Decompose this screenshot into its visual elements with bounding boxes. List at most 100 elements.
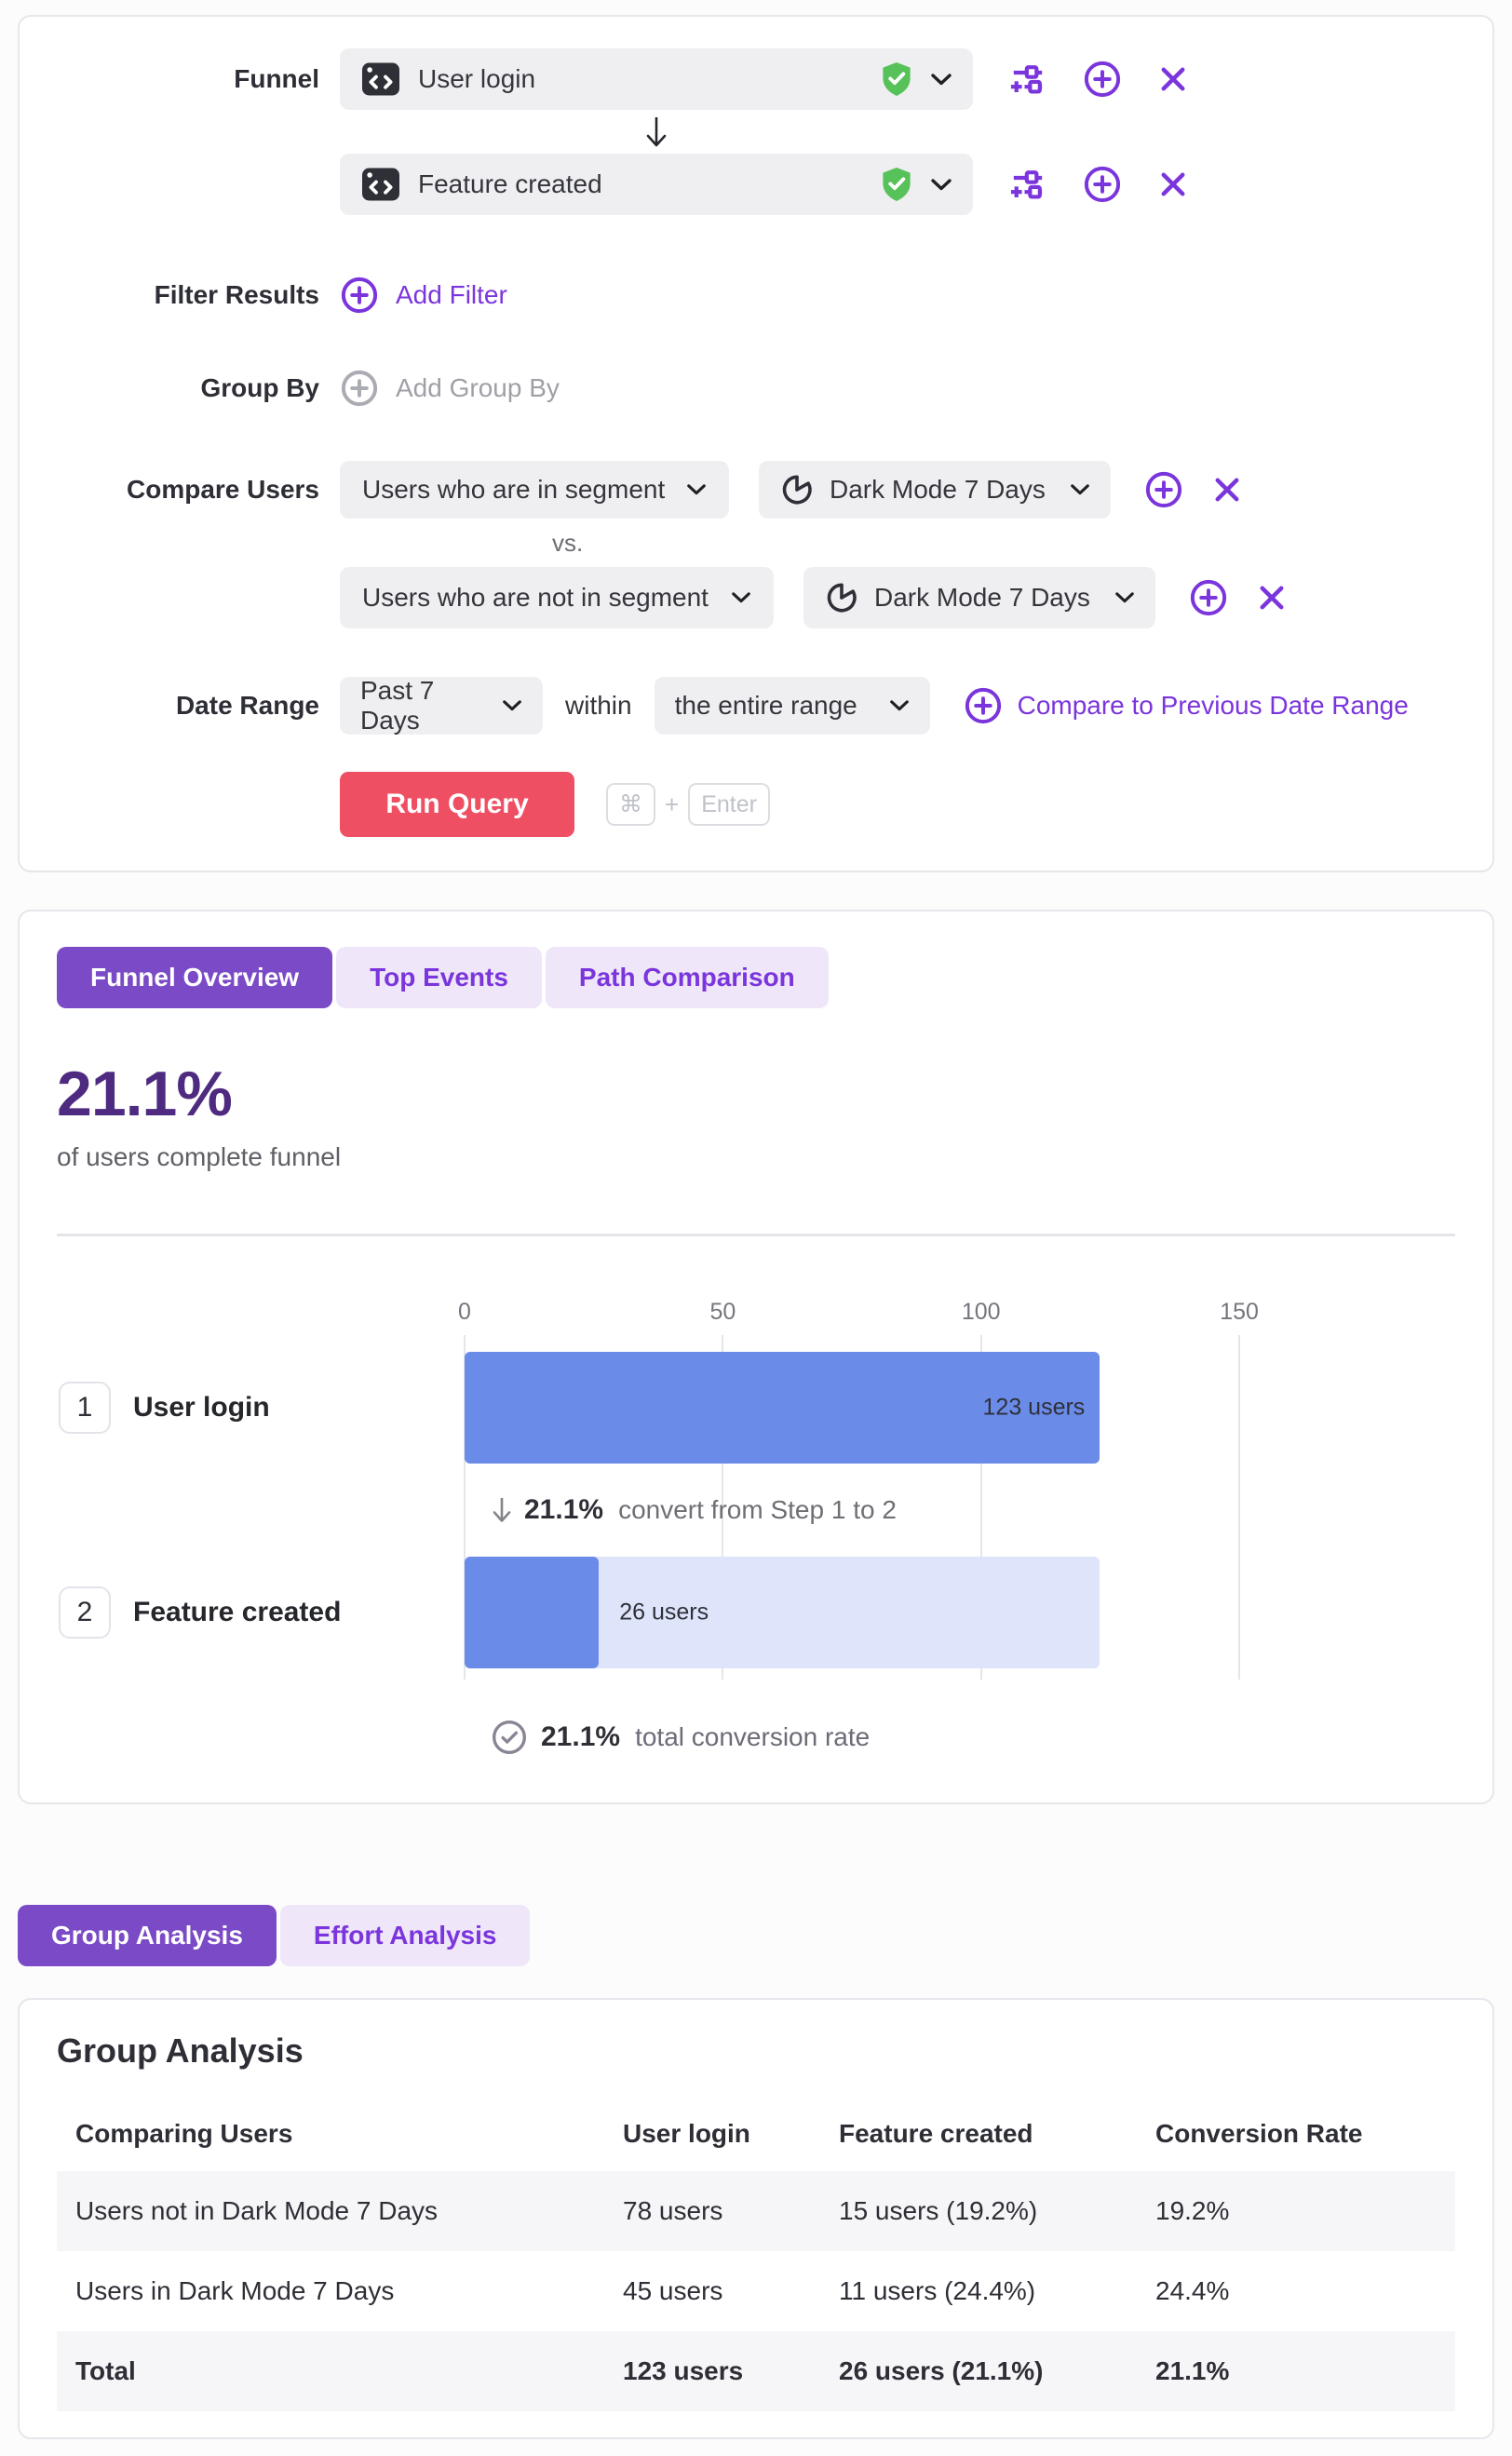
compare-users-controls: Users who are in segment Dark Mode 7 Day… <box>340 461 1455 628</box>
segment-select-2[interactable]: Dark Mode 7 Days <box>803 567 1155 628</box>
col-header: Comparing Users <box>75 2119 293 2148</box>
funnel-row: Funnel User login <box>57 48 1455 215</box>
segment-type-select-2[interactable]: Users who are not in segment <box>340 567 774 628</box>
tab-top-events[interactable]: Top Events <box>336 947 542 1008</box>
plus-circle-icon-disabled <box>340 369 379 408</box>
cell: 78 users <box>623 2196 723 2225</box>
segment-type-value: Users who are in segment <box>362 475 666 504</box>
group-analysis-title: Group Analysis <box>57 2031 304 2070</box>
vs-row: vs. <box>340 519 1455 567</box>
axis-tick: 0 <box>458 1299 471 1325</box>
table-header-row: Comparing Users User login Feature creat… <box>57 2097 1455 2171</box>
step-conversion-note: 21.1% convert from Step 1 to 2 <box>465 1464 1455 1557</box>
date-range-select[interactable]: Past 7 Days <box>340 676 543 735</box>
gridline <box>722 1335 724 1680</box>
table-total-row: Total 123 users 26 users (21.1%) 21.1% <box>57 2331 1455 2411</box>
step-filter-sliders-button[interactable] <box>1008 61 1047 98</box>
table-row: Users not in Dark Mode 7 Days 78 users 1… <box>57 2171 1455 2251</box>
compare-row-2: Users who are not in segment Dark Mode 7… <box>340 567 1455 628</box>
step-1-bar[interactable]: 123 users <box>465 1352 1100 1464</box>
step-name: Feature created <box>133 1597 342 1627</box>
funnel-overview-card: Funnel Overview Top Events Path Comparis… <box>18 910 1494 1804</box>
event-select-2[interactable]: Feature created <box>340 154 973 215</box>
date-range-controls: Past 7 Days within the entire range Comp… <box>340 676 1455 735</box>
compare-previous-link[interactable]: Compare to Previous Date Range <box>1017 691 1409 720</box>
compare-row-1: Users who are in segment Dark Mode 7 Day… <box>340 461 1455 519</box>
funnel-steps: User login <box>340 48 1455 215</box>
funnel-step-row-1: 1 User login 123 users <box>57 1352 1455 1464</box>
remove-step-x-button[interactable] <box>1157 63 1189 95</box>
add-group-by-label[interactable]: Add Group By <box>396 373 560 402</box>
add-step-plus-button[interactable] <box>1083 165 1122 204</box>
step-conversion-text: convert from Step 1 to 2 <box>618 1495 897 1524</box>
remove-step-x-button[interactable] <box>1157 169 1189 200</box>
cell: 19.2% <box>1155 2196 1230 2225</box>
vs-label: vs. <box>552 528 584 557</box>
down-arrow-icon <box>491 1495 513 1525</box>
add-step-plus-button[interactable] <box>1083 60 1122 99</box>
event-select-1[interactable]: User login <box>340 48 973 110</box>
remove-compare-x-button[interactable] <box>1256 582 1288 614</box>
add-compare-plus-button[interactable] <box>1144 470 1183 509</box>
cell: 45 users <box>623 2276 723 2305</box>
table-row: Users in Dark Mode 7 Days 45 users 11 us… <box>57 2251 1455 2331</box>
cell: 11 users (24.4%) <box>839 2276 1036 2305</box>
segment-pie-icon <box>779 472 815 507</box>
check-circle-icon <box>491 1719 528 1756</box>
filter-results-row: Filter Results Add Filter <box>57 265 1455 325</box>
date-range-label: Date Range <box>175 691 319 720</box>
segment-select-1[interactable]: Dark Mode 7 Days <box>759 461 1111 519</box>
compare-previous-plus-button[interactable] <box>964 686 1003 725</box>
within-label: within <box>565 691 632 720</box>
event-icon <box>360 61 401 98</box>
verified-shield-icon <box>880 166 913 203</box>
step-flow-arrow-row <box>340 110 973 154</box>
step-name: User login <box>133 1392 270 1423</box>
gridlines <box>464 1335 1446 1680</box>
total-conversion-pct: 21.1% <box>541 1721 621 1752</box>
run-query-button[interactable]: Run Query <box>340 772 574 837</box>
tab-effort-analysis[interactable]: Effort Analysis <box>279 1905 531 1966</box>
col-header: Conversion Rate <box>1155 2119 1363 2148</box>
filter-results-label: Filter Results <box>154 280 319 309</box>
add-filter-label[interactable]: Add Filter <box>396 280 507 309</box>
overview-tabs: Funnel Overview Top Events Path Comparis… <box>57 947 1455 1008</box>
tab-funnel-overview[interactable]: Funnel Overview <box>57 947 333 1008</box>
date-range-row: Date Range Past 7 Days within the entire… <box>57 676 1455 735</box>
chart-plot-area: 1 User login 123 users 21.1% convert fro… <box>57 1335 1455 1680</box>
group-by-label: Group By <box>200 373 319 402</box>
chevron-down-icon <box>930 178 952 192</box>
cmd-key: ⌘ <box>606 783 655 826</box>
chevron-down-icon <box>889 699 910 712</box>
step-filter-sliders-button[interactable] <box>1008 166 1047 203</box>
bar-value-label: 26 users <box>619 1599 709 1626</box>
group-analysis-table: Comparing Users User login Feature creat… <box>57 2097 1455 2411</box>
bar-area: 26 users <box>465 1557 1446 1668</box>
add-filter[interactable]: Add Filter <box>340 265 1455 325</box>
tab-group-analysis[interactable]: Group Analysis <box>18 1905 277 1966</box>
funnel-bar-chart: 0 50 100 150 1 User login 123 users <box>57 1270 1455 1756</box>
cell: Users not in Dark Mode 7 Days <box>75 2196 439 2225</box>
segment-type-select-1[interactable]: Users who are in segment <box>340 461 729 519</box>
compare-users-label: Compare Users <box>127 475 319 504</box>
date-window-select[interactable]: the entire range <box>654 677 930 735</box>
bar-value-label: 123 users <box>982 1394 1086 1421</box>
remove-compare-x-button[interactable] <box>1211 474 1243 506</box>
chevron-down-icon <box>1070 483 1090 496</box>
cell: 123 users <box>623 2356 744 2385</box>
add-compare-plus-button[interactable] <box>1189 578 1228 617</box>
step-number-badge: 2 <box>59 1586 111 1639</box>
divider <box>57 1234 1455 1236</box>
funnel-step-1: User login <box>340 48 1455 110</box>
tab-path-comparison[interactable]: Path Comparison <box>545 947 829 1008</box>
date-range-value: Past 7 Days <box>360 676 435 735</box>
step-conversion-row: 21.1% convert from Step 1 to 2 <box>57 1464 1455 1557</box>
col-header: Feature created <box>839 2119 1033 2148</box>
enter-key: Enter <box>688 783 770 826</box>
conversion-headline: 21.1% <box>57 1059 233 1129</box>
event-name: User login <box>418 64 536 93</box>
add-group-by[interactable]: Add Group By <box>340 358 1455 418</box>
step-2-bar[interactable] <box>465 1557 600 1668</box>
keyboard-shortcut-hint: ⌘ + Enter <box>606 783 770 826</box>
funnel-step-2: Feature created <box>340 154 1455 215</box>
